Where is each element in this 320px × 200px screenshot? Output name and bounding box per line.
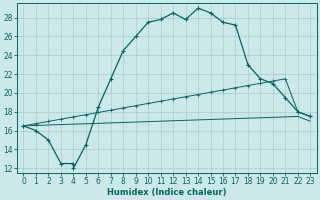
X-axis label: Humidex (Indice chaleur): Humidex (Indice chaleur)	[107, 188, 227, 197]
